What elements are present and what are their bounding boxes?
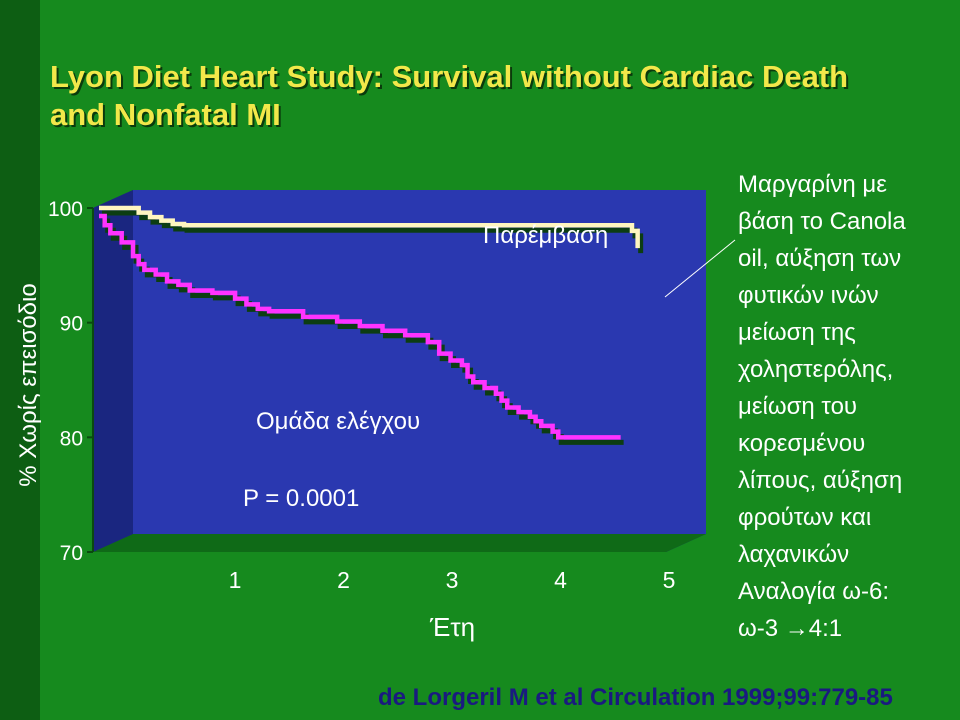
description-line: χοληστερόλης, [738,356,894,383]
description-line: μείωση του [738,393,858,420]
description-line: μείωση της [738,319,856,346]
y-tick-label: 100 [48,198,83,221]
y-tick-label: 70 [60,542,83,565]
citation: de Lorgeril M et al Circulation 1999;99:… [378,684,893,711]
callout-line [664,239,736,298]
x-tick-label: 5 [663,567,676,593]
x-tick-label: 3 [446,567,459,593]
x-tick-label: 2 [337,567,350,593]
description-line: λίπους, αύξηση [738,467,903,494]
y-tick-label: 90 [60,313,83,336]
y-tick-label: 80 [60,427,83,450]
plot-area [133,190,706,534]
intervention-label: Παρέμβαση [483,222,609,249]
slide-title: Lyon Diet Heart Study: Survival without … [50,58,930,134]
plot-side-wall [93,190,133,552]
left-strip [0,0,40,720]
control-label: Ομάδα ελέγχου [256,408,421,435]
description-line: oil, αύξηση των [738,245,902,272]
plot-floor [93,534,706,552]
x-tick-label: 4 [554,567,567,593]
description-line: φυτικών ινών [738,282,879,309]
title-line-2: and Nonfatal MI [50,97,281,132]
series-line [99,205,640,249]
description-line: φρούτων και [738,504,872,531]
description-line: βάση το Canola [738,208,906,235]
title-line-1: Lyon Diet Heart Study: Survival without … [50,59,849,94]
description-line: ω-3 →4:1 [738,615,843,642]
x-tick-label: 1 [229,567,242,593]
description-line: Μαργαρίνη με [738,171,887,198]
x-axis-label: Έτη [430,612,476,642]
description-line: κορεσμένου [738,430,866,457]
description-line: Αναλογία ω-6: [738,578,890,605]
p-value: P = 0.0001 [243,485,360,512]
series-line [99,213,621,440]
description-line: λαχανικών [738,541,850,568]
